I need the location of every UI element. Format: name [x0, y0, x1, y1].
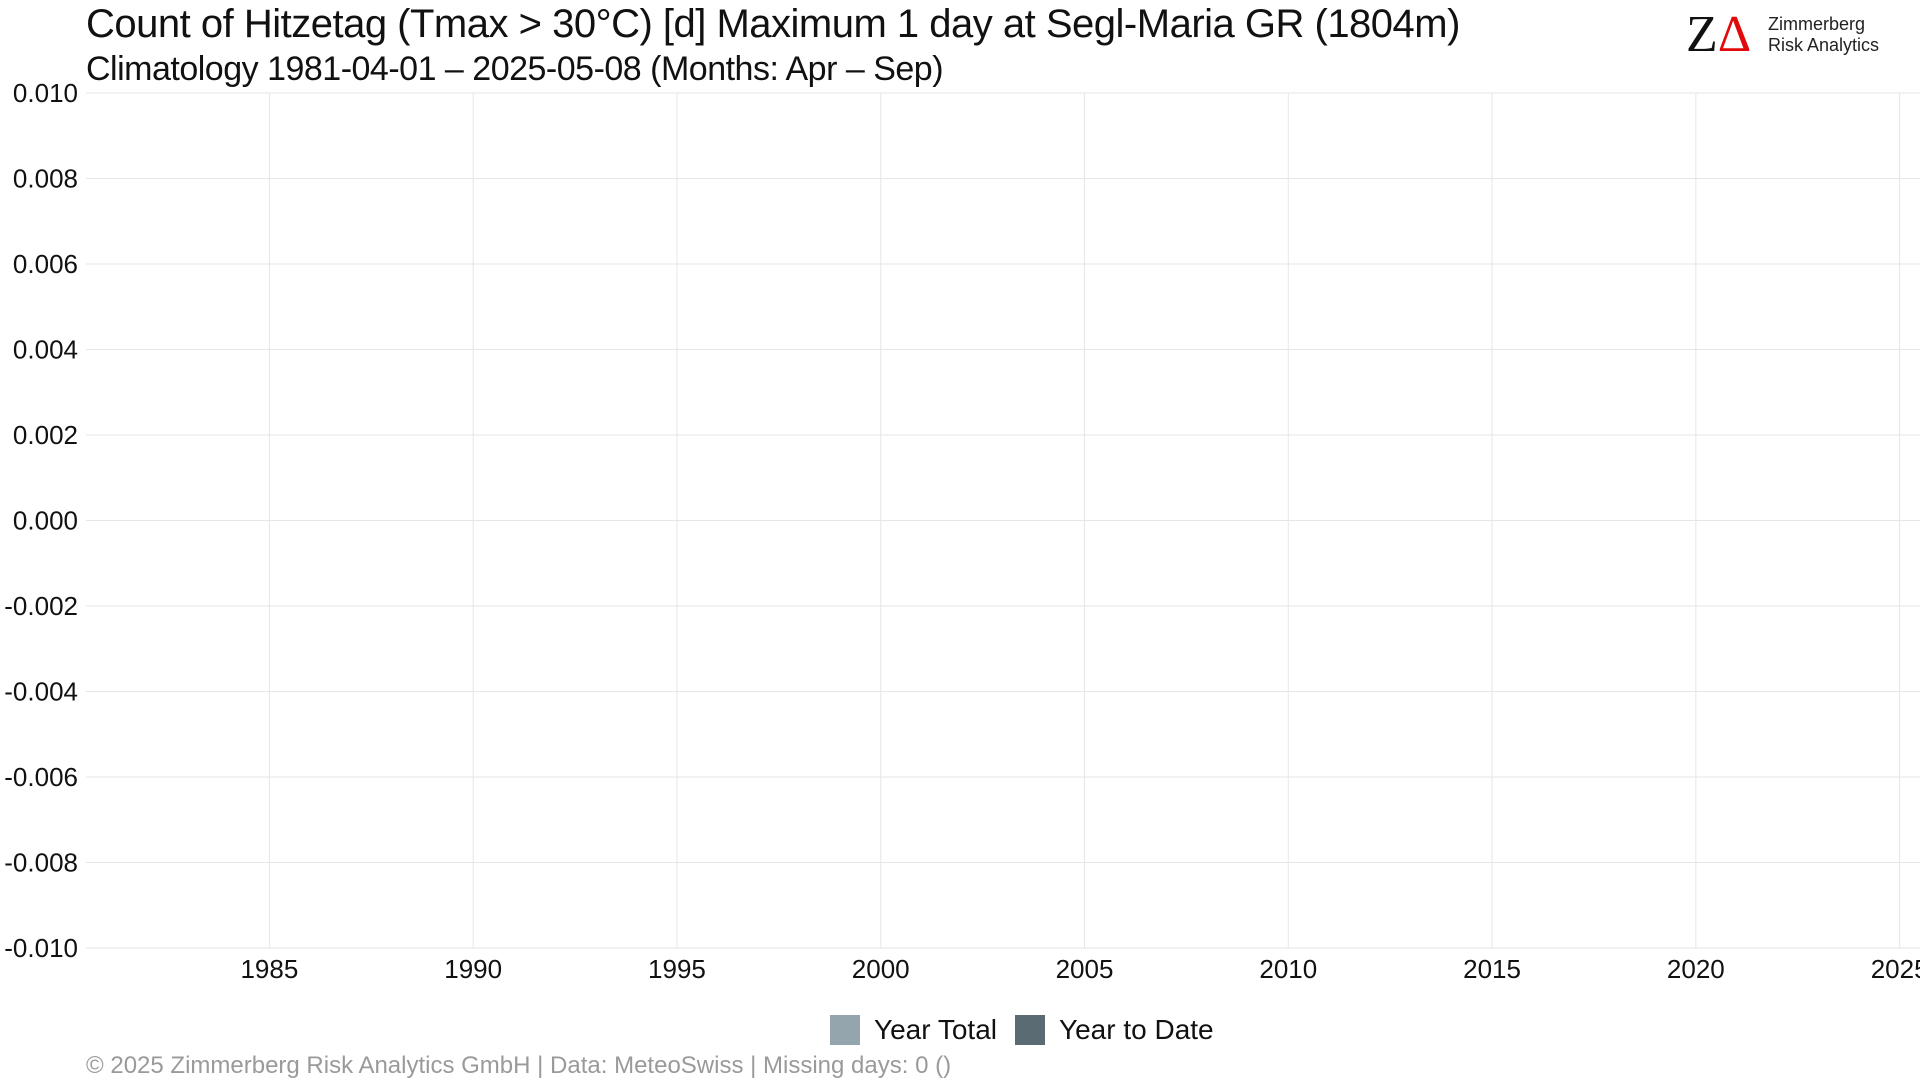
- legend-label-year-to-date: Year to Date: [1059, 1014, 1214, 1045]
- y-tick-label: 0.010: [13, 78, 78, 108]
- legend-label-year-total: Year Total: [874, 1014, 997, 1045]
- y-tick-label: -0.010: [4, 933, 78, 963]
- company-logo: ZΔ Zimmerberg Risk Analytics: [1686, 9, 1896, 61]
- logo-line-1: Zimmerberg: [1768, 14, 1866, 34]
- grid-lines: [86, 92, 1920, 949]
- chart-legend: Year Total Year to Date: [830, 1014, 1232, 1046]
- legend-swatch-year-total: [830, 1015, 860, 1045]
- logo-line-2: Risk Analytics: [1768, 35, 1880, 55]
- x-tick-label: 2000: [852, 954, 910, 984]
- footer-credits: © 2025 Zimmerberg Risk Analytics GmbH | …: [86, 1052, 952, 1079]
- chart-title: Count of Hitzetag (Tmax > 30°C) [d] Maxi…: [86, 2, 1460, 46]
- y-axis-tick-labels: -0.010 -0.008 -0.006 -0.004 -0.002 0.000 0.002…: [4, 78, 78, 963]
- x-tick-label: 2005: [1056, 954, 1114, 984]
- x-tick-label: 2020: [1667, 954, 1725, 984]
- logo-text: Zimmerberg Risk Analytics: [1768, 14, 1879, 56]
- chart-subtitle: Climatology 1981-04-01 – 2025-05-08 (Mon…: [86, 50, 944, 88]
- y-tick-label: 0.006: [13, 249, 78, 279]
- legend-item-year-to-date: Year to Date: [1015, 1014, 1214, 1046]
- logo-mark-icon: ZΔ: [1686, 9, 1751, 61]
- y-tick-label: 0.008: [13, 164, 78, 194]
- chart-plot-area: -0.010 -0.008 -0.006 -0.004 -0.002 0.000 0.002…: [4, 78, 1920, 984]
- y-tick-label: -0.002: [4, 591, 78, 621]
- x-tick-label: 2010: [1259, 954, 1317, 984]
- legend-item-year-total: Year Total: [830, 1014, 997, 1046]
- y-tick-label: -0.008: [4, 848, 78, 878]
- y-tick-label: -0.004: [4, 677, 78, 707]
- x-tick-label: 2015: [1463, 954, 1521, 984]
- logo-delta-glyph: Δ: [1717, 6, 1752, 63]
- x-tick-label: 1990: [444, 954, 502, 984]
- y-tick-label: 0.000: [13, 506, 78, 536]
- legend-swatch-year-to-date: [1015, 1015, 1045, 1045]
- x-tick-label: 1995: [648, 954, 706, 984]
- y-tick-label: 0.002: [13, 420, 78, 450]
- x-tick-label: 2025: [1871, 954, 1920, 984]
- x-tick-label: 1985: [240, 954, 298, 984]
- x-axis-tick-labels: 1985 1990 1995 2000 2005 2010 2015 2020 2025: [240, 954, 1920, 984]
- y-tick-label: 0.004: [13, 335, 78, 365]
- logo-z-glyph: Z: [1686, 6, 1718, 63]
- y-tick-label: -0.006: [4, 762, 78, 792]
